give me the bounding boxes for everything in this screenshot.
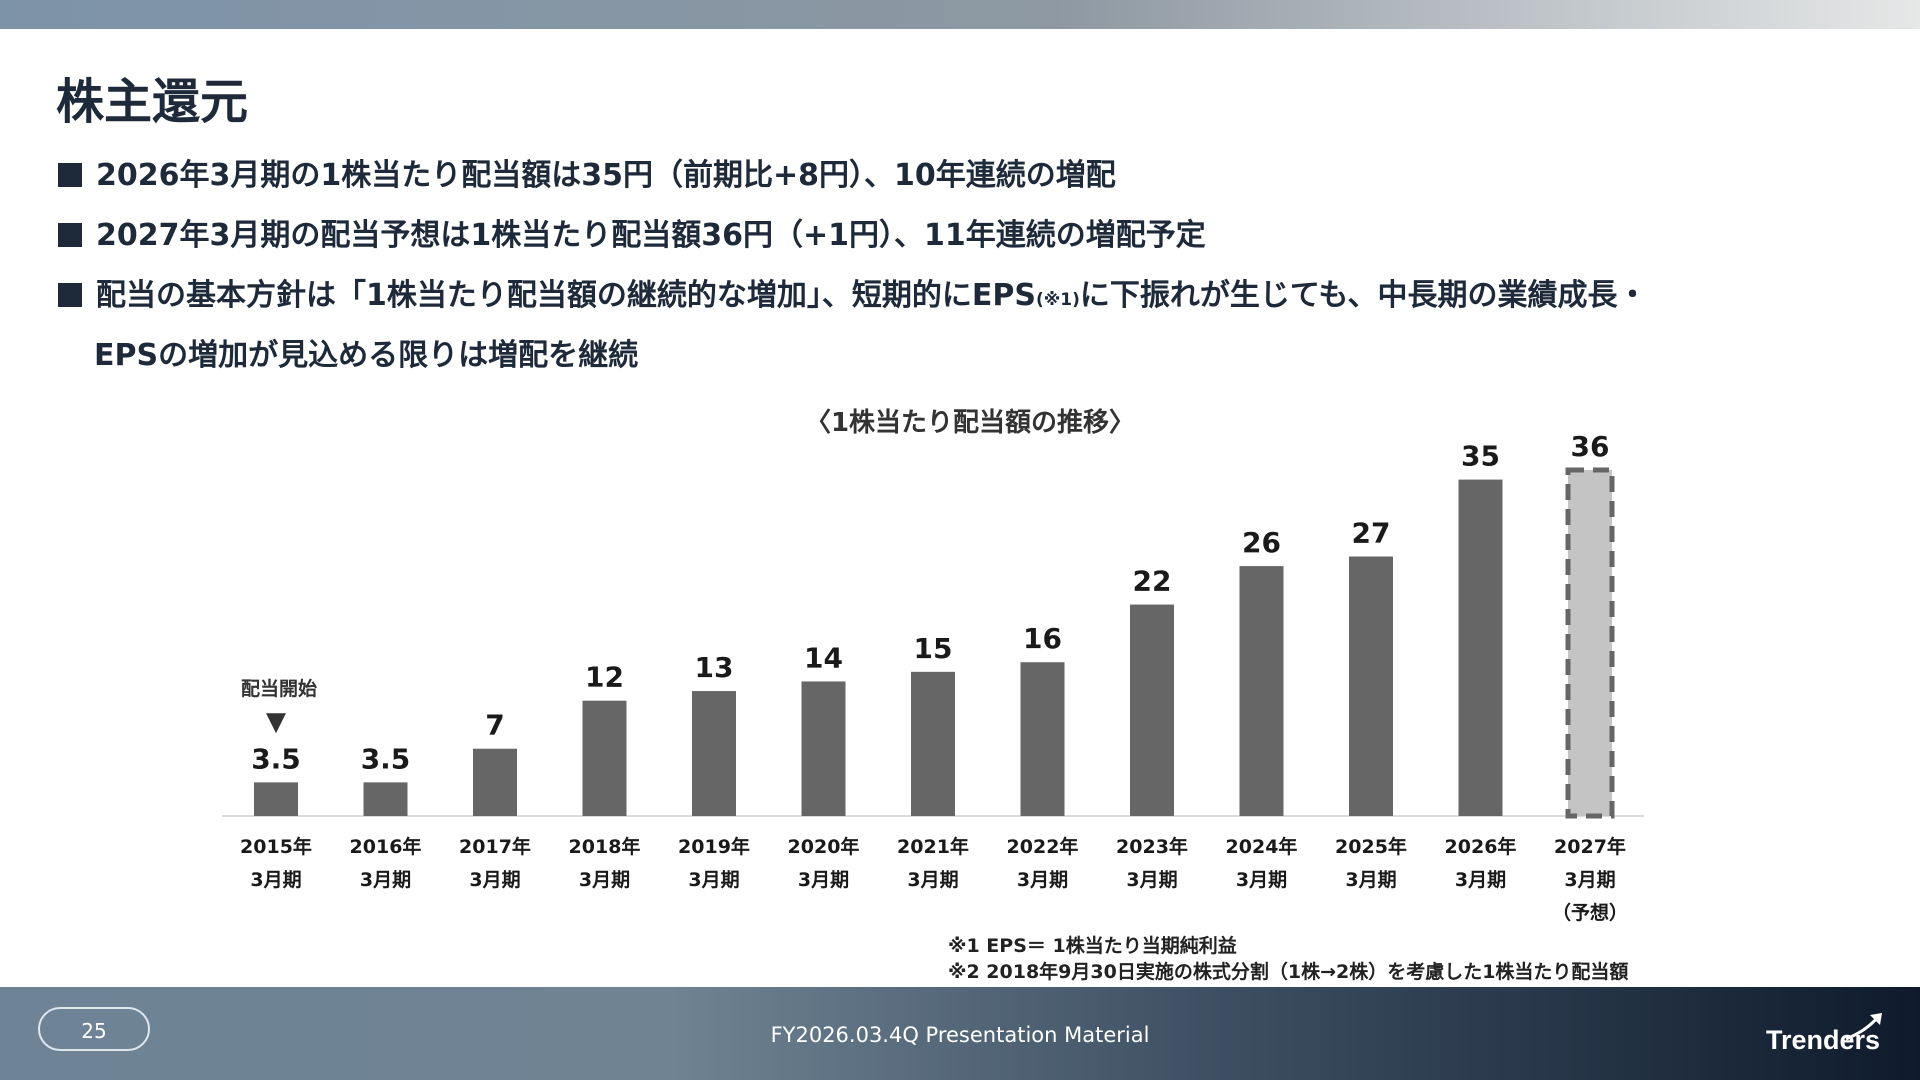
bullet-3-text-before: 配当の基本方針は「1株当たり配当額の継続的な増加」、短期的にEPS — [96, 278, 1036, 313]
chart-title: 〈1株当たり配当額の推移〉 — [804, 408, 1136, 438]
bullet-2: 2027年3月期の配当予想は1株当たり配当額36円（+1円）、11年連続の増配予… — [58, 210, 1206, 254]
logo-arrow-icon — [1870, 1013, 1882, 1025]
x-tick-label: 2016年 — [350, 835, 422, 858]
bar-forecast — [1565, 467, 1615, 819]
x-tick-label: 3月期 — [250, 869, 301, 891]
x-tick-label: 3月期 — [1126, 869, 1177, 891]
x-tick-label: 3月期 — [907, 869, 958, 891]
x-tick-label: 3月期 — [360, 869, 411, 891]
x-tick-label: （予想） — [1552, 901, 1628, 924]
bullet-1-text: 2026年3月期の1株当たり配当額は35円（前期比+8円）、10年連続の増配 — [96, 158, 1116, 193]
bullet-square-icon — [58, 223, 82, 247]
bar — [801, 681, 846, 816]
x-tick-label: 2023年 — [1116, 835, 1188, 858]
x-tick-label: 3月期 — [798, 869, 849, 891]
dividend-bar-chart: 3.5 2015年 3月期 3.5 2016年 3月期 7 2017年 3月期 12 2018年 3月… — [222, 430, 1644, 924]
x-tick-label: 2022年 — [1007, 835, 1079, 858]
footer-bar: 25 FY2026.03.4Q Presentation Material Tr… — [0, 987, 1920, 1080]
data-label: 15 — [914, 632, 953, 665]
x-tick-label: 2025年 — [1335, 835, 1407, 858]
x-tick-label: 2018年 — [569, 835, 641, 858]
x-tick-label: 3月期 — [579, 869, 630, 891]
bullet-2-text: 2027年3月期の配当予想は1株当たり配当額36円（+1円）、11年連続の増配予… — [96, 218, 1206, 253]
data-label: 26 — [1242, 526, 1281, 559]
bullet-square-icon — [58, 283, 82, 307]
bullet-3: 配当の基本方針は「1株当たり配当額の継続的な増加」、短期的にEPS(※1)に下振… — [58, 270, 1647, 314]
x-tick-label: 2017年 — [459, 835, 531, 858]
down-triangle-icon: ▼ — [266, 707, 286, 737]
data-label: 12 — [585, 661, 624, 694]
bar — [1239, 566, 1284, 816]
data-label: 3.5 — [251, 742, 301, 775]
bar — [1020, 662, 1065, 816]
bar — [473, 748, 517, 816]
bar — [582, 700, 627, 816]
data-label: 22 — [1133, 565, 1172, 598]
x-tick-label: 3月期 — [469, 869, 520, 891]
x-tick-label: 2021年 — [897, 835, 969, 858]
x-tick-label: 2027年 — [1554, 835, 1626, 858]
data-label: 27 — [1352, 517, 1391, 550]
footnote-1: ※1 EPS＝ 1株当たり当期純利益 — [948, 935, 1237, 957]
footer-caption: FY2026.03.4Q Presentation Material — [770, 1023, 1150, 1047]
x-tick-label: 3月期 — [688, 869, 739, 891]
page-title: 株主還元 — [56, 74, 249, 130]
data-label: 3.5 — [361, 742, 411, 775]
trenders-logo: Trenders — [1766, 1013, 1882, 1055]
x-tick-label: 2024年 — [1226, 835, 1298, 858]
footnote-2: ※2 2018年9月30日実施の株式分割（1株→2株）を考慮した1株当たり配当額 — [948, 961, 1629, 983]
x-tick-label: 3月期 — [1345, 869, 1396, 891]
bullet-1: 2026年3月期の1株当たり配当額は35円（前期比+8円）、10年連続の増配 — [58, 150, 1116, 194]
x-tick-label: 2015年 — [240, 835, 312, 858]
data-label: 16 — [1023, 622, 1062, 655]
bar — [1349, 556, 1393, 816]
data-label: 13 — [695, 651, 734, 684]
bullet-square-icon — [58, 163, 82, 187]
x-tick-label: 3月期 — [1236, 869, 1287, 891]
top-accent-bar — [0, 0, 1920, 29]
footnotes: ※1 EPS＝ 1株当たり当期純利益 ※2 2018年9月30日実施の株式分割（… — [948, 933, 1628, 985]
x-tick-label: 3月期 — [1564, 869, 1615, 891]
bar — [1130, 604, 1174, 816]
x-tick-label: 3月期 — [1017, 869, 1068, 891]
annotation-label: 配当開始 — [241, 677, 317, 700]
bullet-3-text-after: に下振れが生じても、中長期の業績成長・ — [1079, 278, 1648, 313]
bar — [692, 691, 736, 816]
data-label: 35 — [1461, 440, 1500, 473]
bullet-3-note: (※1) — [1035, 290, 1080, 310]
data-label: 7 — [485, 709, 504, 742]
x-tick-label: 2026年 — [1445, 835, 1517, 858]
data-label: 36 — [1571, 430, 1610, 463]
x-tick-label: 3月期 — [1455, 869, 1506, 891]
bullet-3-continuation: EPSの増加が見込める限りは増配を継続 — [94, 338, 639, 373]
bar — [911, 671, 955, 816]
bar — [254, 782, 298, 816]
data-label: 14 — [804, 641, 843, 674]
page-number-badge: 25 — [38, 1007, 150, 1051]
x-tick-label: 2019年 — [678, 835, 750, 858]
x-tick-label: 2020年 — [788, 835, 860, 858]
bar — [1458, 479, 1503, 816]
bar — [363, 782, 408, 816]
